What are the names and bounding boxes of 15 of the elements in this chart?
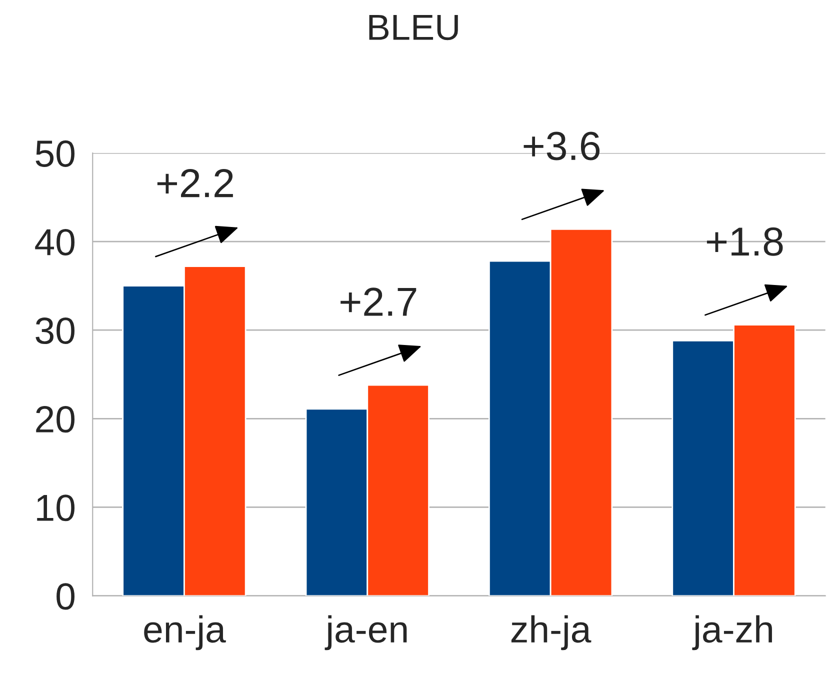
chart-title: BLEU [369,14,458,40]
annotation: +2.7 [340,288,416,316]
y-tick-label: 0 [56,583,74,610]
x-tick-label: en-ja [144,615,226,650]
y-tick-label: 10 [37,494,74,522]
x-tick-label: zh-ja [511,615,592,650]
annotation: +3.6 [524,132,600,160]
annotation: +2.2 [157,168,233,198]
y-tick-label: 30 [36,318,74,344]
x-tick-label: ja-en [324,615,407,650]
y-tick-label: 40 [35,228,74,256]
y-tick-label: 20 [36,406,74,433]
y-tick-label: 50 [36,140,74,167]
annotation: +1.8 [706,227,783,256]
x-tick-label: ja-zh [692,615,772,650]
